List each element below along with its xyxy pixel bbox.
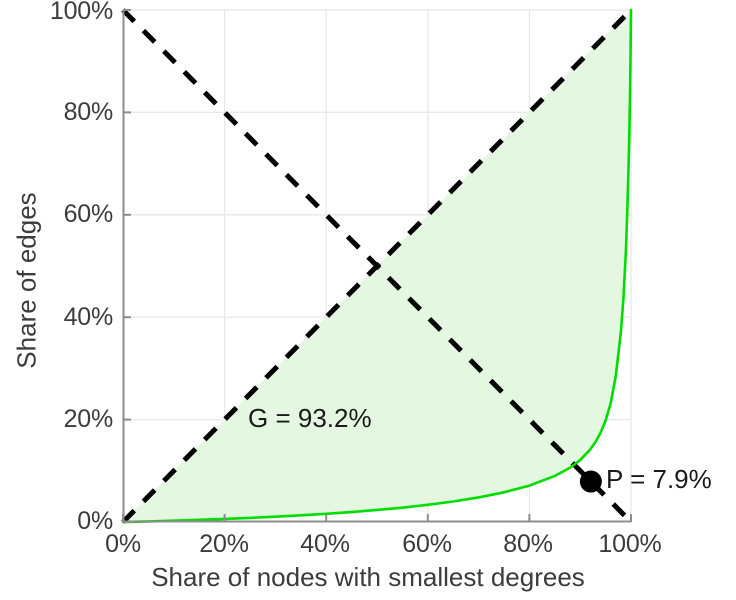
x-tick-label-40: 40% [300,530,350,558]
y-tick-label-60: 60% [63,200,114,228]
p-point-marker [579,470,602,493]
tick-marks [122,9,632,523]
x-tick-label-0: 0% [105,530,141,558]
x-tick-label-80: 80% [503,530,553,558]
lorenz-curve-line [121,8,633,524]
axis-spines [122,10,631,523]
x-tick-label-60: 60% [402,530,452,558]
x-tick-label-20: 20% [199,530,249,558]
y-tick-label-0: 0% [77,507,113,535]
x-axis-title: Share of nodes with smallest degrees [151,562,585,592]
x-tick-label-100: 100% [598,530,662,558]
y-tick-label-40: 40% [63,303,114,331]
y-axis-title: Share of edges [11,192,42,369]
gini-annotation: G = 93.2% [248,403,372,433]
y-tick-label-100: 100% [49,0,113,25]
anti-diagonal-line [121,8,633,524]
p-annotation: P = 7.9% [606,464,712,494]
y-tick-label-20: 20% [63,405,114,433]
y-tick-label-80: 80% [63,98,114,126]
